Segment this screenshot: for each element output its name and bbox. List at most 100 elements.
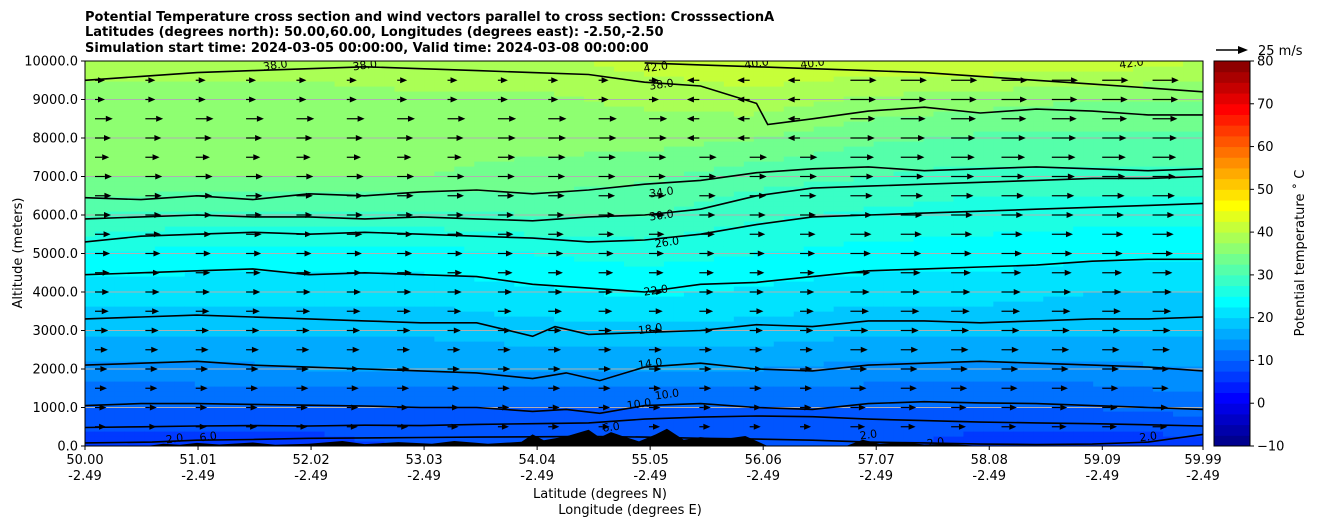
field-cell (164, 231, 176, 237)
field-cell (683, 111, 695, 117)
field-cell (574, 91, 585, 97)
field-cell (474, 436, 485, 442)
field-cell (164, 76, 176, 82)
field-cell (324, 186, 336, 192)
field-cell (234, 226, 246, 232)
field-cell (154, 241, 166, 247)
field-cell (444, 426, 455, 432)
field-cell (184, 281, 196, 287)
field-cell (703, 416, 715, 422)
field-cell (414, 191, 425, 197)
field-cell (524, 311, 535, 317)
field-cell (324, 171, 336, 177)
field-cell (254, 191, 266, 197)
field-cell (574, 271, 585, 277)
field-cell (404, 181, 416, 187)
field-cell (334, 261, 346, 267)
field-cell (683, 236, 695, 242)
field-cell (174, 256, 186, 262)
field-cell (204, 376, 216, 382)
field-cell (244, 271, 256, 277)
field-cell (184, 146, 196, 152)
field-cell (524, 371, 535, 377)
field-cell (274, 61, 286, 67)
field-cell (194, 196, 206, 202)
field-cell (204, 271, 216, 277)
field-cell (114, 426, 126, 432)
field-cell (374, 276, 386, 282)
field-cell (244, 331, 256, 337)
field-cell (324, 321, 336, 327)
field-cell (384, 236, 396, 242)
field-cell (574, 146, 585, 152)
field-cell (484, 321, 495, 327)
field-cell (354, 61, 366, 67)
field-cell (304, 431, 316, 437)
field-cell (584, 121, 595, 127)
field-cell (544, 321, 555, 327)
field-cell (374, 201, 386, 207)
field-cell (104, 171, 116, 177)
field-cell (534, 361, 545, 367)
field-cell (713, 121, 725, 127)
field-cell (304, 416, 316, 422)
field-cell (174, 101, 186, 107)
field-cell (94, 126, 106, 132)
field-cell (394, 391, 406, 397)
field-cell (464, 406, 475, 412)
field-cell (564, 326, 575, 332)
field-cell (644, 171, 655, 177)
field-cell (713, 216, 725, 222)
field-cell (234, 346, 246, 352)
field-cell (274, 351, 286, 357)
field-cell (264, 371, 276, 377)
field-cell (304, 101, 316, 107)
field-cell (404, 436, 416, 442)
field-cell (214, 196, 226, 202)
field-cell (544, 291, 555, 297)
field-cell (663, 406, 675, 412)
field-cell (254, 411, 266, 417)
field-cell (494, 361, 505, 367)
field-cell (663, 171, 675, 177)
field-cell (304, 86, 316, 92)
field-cell (524, 121, 535, 127)
field-cell (134, 331, 146, 337)
field-cell (304, 351, 316, 357)
field-cell (144, 111, 156, 117)
field-cell (394, 361, 406, 367)
field-cell (114, 61, 126, 67)
field-cell (454, 81, 465, 87)
field-cell (434, 376, 445, 382)
field-cell (474, 316, 485, 322)
field-cell (624, 71, 635, 77)
field-cell (673, 351, 685, 357)
field-cell (184, 116, 196, 122)
field-cell (374, 386, 386, 392)
field-cell (384, 411, 396, 417)
field-cell (364, 261, 376, 267)
field-cell (144, 91, 156, 97)
field-cell (484, 236, 495, 242)
field-cell (524, 236, 535, 242)
field-cell (134, 271, 146, 277)
field-cell (314, 416, 326, 422)
field-cell (274, 386, 286, 392)
field-cell (703, 61, 715, 67)
field-cell (494, 276, 505, 282)
field-cell (184, 286, 196, 292)
field-cell (394, 221, 406, 227)
field-cell (653, 301, 665, 307)
field-cell (244, 396, 256, 402)
field-cell (224, 66, 236, 72)
field-cell (464, 381, 475, 387)
field-cell (634, 161, 645, 167)
field-cell (723, 286, 735, 292)
field-cell (85, 296, 96, 302)
field-cell (424, 261, 435, 267)
field-cell (384, 91, 396, 97)
field-cell (85, 136, 96, 142)
field-cell (264, 281, 276, 287)
field-cell (154, 111, 166, 117)
field-cell (484, 211, 495, 217)
